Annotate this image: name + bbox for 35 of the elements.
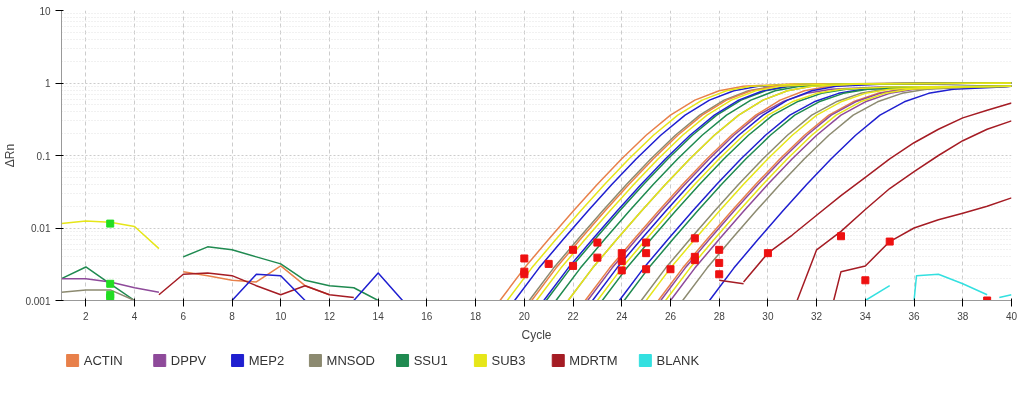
x-tick-label: 4 xyxy=(131,310,138,322)
legend-label: SSU1 xyxy=(413,353,448,368)
x-tick-label: 28 xyxy=(713,310,726,322)
x-tick-label: 24 xyxy=(616,310,628,322)
legend-label: ACTIN xyxy=(83,353,123,368)
y-tick-label: 0.01 xyxy=(31,223,51,234)
x-tick-label: 30 xyxy=(762,310,774,322)
legend-label: DPPV xyxy=(170,353,207,368)
x-axis-title: Cycle xyxy=(521,327,552,342)
x-tick-label: 8 xyxy=(229,310,236,322)
x-tick-label: 2 xyxy=(83,310,90,322)
y-tick-label: 10 xyxy=(39,5,51,17)
legend-label: BLANK xyxy=(656,353,700,368)
x-tick-label: 22 xyxy=(567,310,580,322)
y-tick-label: 0.001 xyxy=(25,295,51,307)
x-tick-label: 36 xyxy=(908,310,921,322)
x-tick-label: 40 xyxy=(1005,310,1018,322)
legend-label: MDRTM xyxy=(569,353,618,368)
x-tick-label: 38 xyxy=(957,310,969,322)
x-tick-label: 16 xyxy=(421,310,433,322)
x-tick-label: 34 xyxy=(859,310,872,322)
x-tick-label: 26 xyxy=(664,310,677,322)
y-axis-title: ΔRn xyxy=(3,143,18,168)
legend-label: MNSOD xyxy=(326,353,375,368)
x-tick-label: 6 xyxy=(180,310,187,322)
y-tick-label: 1 xyxy=(44,78,51,89)
legend-label: MEP2 xyxy=(248,353,285,368)
x-tick-label: 18 xyxy=(470,310,482,322)
x-tick-label: 32 xyxy=(811,310,823,322)
x-tick-label: 12 xyxy=(323,310,336,322)
x-tick-label: 10 xyxy=(275,310,287,322)
x-tick-label: 14 xyxy=(372,310,385,322)
y-tick-label: 0.1 xyxy=(36,150,51,162)
legend-label: SUB3 xyxy=(491,353,526,368)
x-tick-label: 20 xyxy=(518,310,531,322)
